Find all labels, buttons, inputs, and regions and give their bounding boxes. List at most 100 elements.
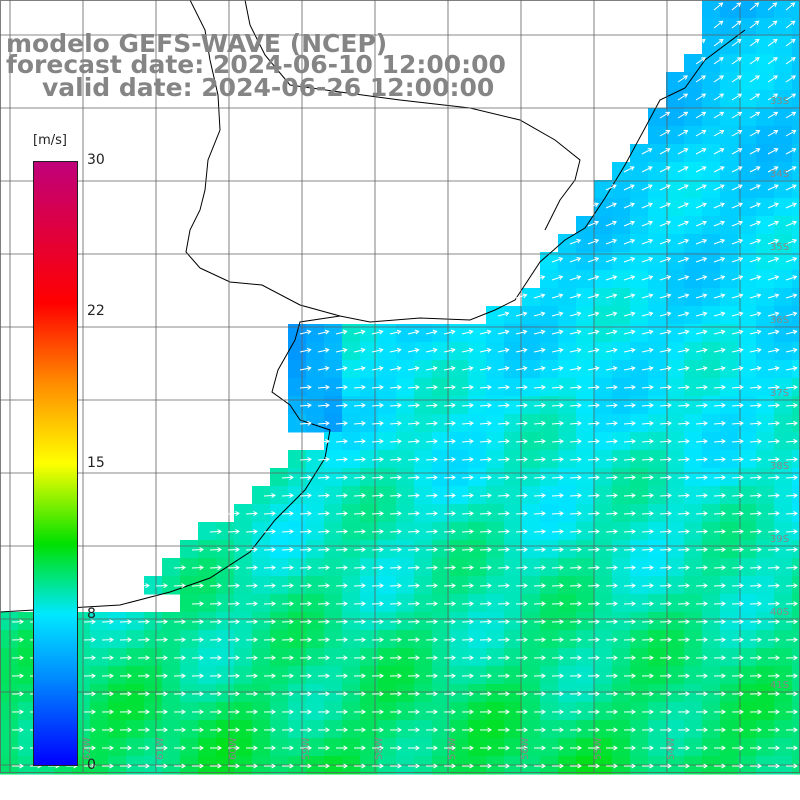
wind-arrow — [299, 511, 312, 517]
wind-arrow — [371, 529, 384, 535]
wind-arrow — [497, 402, 510, 408]
wind-arrow — [695, 438, 708, 444]
wind-cell — [180, 630, 199, 649]
wind-cell — [468, 702, 487, 721]
wind-cell — [576, 234, 595, 253]
wind-arrow — [407, 384, 420, 390]
wind-arrow — [245, 583, 258, 589]
wind-cell — [738, 360, 757, 379]
wind-cell — [270, 558, 289, 577]
wind-cell — [306, 684, 325, 703]
wind-arrow — [551, 384, 564, 390]
wind-arrow — [659, 311, 672, 317]
wind-cell — [666, 666, 685, 685]
wind-arrow — [623, 547, 636, 553]
wind-arrow — [767, 709, 780, 715]
wind-cell — [666, 216, 685, 235]
wind-cell — [648, 216, 667, 235]
model-title: modelo GEFS-WAVE (NCEP) — [6, 29, 388, 58]
wind-arrow — [425, 763, 438, 769]
wind-arrow — [479, 384, 492, 390]
wind-arrow — [659, 583, 672, 589]
wind-arrow — [443, 347, 456, 353]
wind-arrow — [317, 565, 330, 571]
wind-arrow — [155, 637, 168, 643]
wind-arrow — [731, 275, 744, 281]
wind-cell — [486, 594, 505, 613]
wind-arrow — [587, 438, 600, 444]
wind-cell — [540, 576, 559, 595]
wind-cell — [594, 414, 613, 433]
wind-arrow — [479, 637, 492, 643]
wind-cell — [792, 306, 800, 325]
wind-cell — [756, 252, 775, 271]
wind-arrow — [83, 727, 96, 733]
wind-cell — [108, 612, 127, 631]
wind-cell — [684, 342, 703, 361]
wind-arrow — [425, 709, 438, 715]
wind-cell — [360, 342, 379, 361]
wind-cell — [720, 360, 739, 379]
wind-arrow — [407, 474, 420, 480]
wind-arrow — [569, 420, 582, 426]
wind-cell — [774, 90, 793, 109]
wind-cell — [450, 558, 469, 577]
wind-cell — [468, 576, 487, 595]
wind-cell — [774, 414, 793, 433]
wind-arrow — [749, 238, 762, 245]
wind-arrow — [137, 763, 150, 769]
wind-cell — [702, 396, 721, 415]
wind-arrow — [425, 384, 438, 390]
wind-cell — [324, 630, 343, 649]
wind-cell — [432, 594, 451, 613]
wind-cell — [648, 594, 667, 613]
wind-arrow — [605, 311, 618, 317]
wind-cell — [360, 522, 379, 541]
wind-arrow — [713, 93, 725, 101]
wind-arrow — [227, 709, 240, 715]
wind-cell — [216, 630, 235, 649]
wind-cell — [306, 594, 325, 613]
wind-arrow — [317, 438, 330, 444]
wind-arrow — [353, 493, 366, 498]
wind-cell — [198, 684, 217, 703]
wind-arrow — [605, 655, 618, 661]
wind-arrow — [425, 601, 438, 607]
wind-arrow — [533, 311, 546, 317]
wind-arrow — [317, 347, 330, 353]
wind-cell — [522, 648, 541, 667]
wind-arrow — [677, 166, 689, 173]
wind-cell — [684, 270, 703, 289]
wind-arrow — [389, 329, 402, 335]
wind-arrow — [551, 311, 564, 317]
wind-arrow — [677, 655, 690, 661]
wind-arrow — [479, 347, 492, 353]
wind-arrow — [677, 763, 690, 769]
wind-arrow — [767, 129, 779, 137]
wind-cell — [522, 432, 541, 451]
wind-arrow — [785, 763, 798, 769]
wind-arrow — [515, 637, 528, 643]
wind-cell — [450, 450, 469, 469]
wind-arrow — [173, 709, 186, 715]
wind-arrow — [245, 745, 258, 751]
wind-cell — [702, 414, 721, 433]
wind-arrow — [245, 763, 258, 769]
wind-arrow — [497, 691, 510, 697]
wind-cell — [756, 18, 775, 37]
wind-cell — [648, 162, 667, 181]
wind-cell — [558, 738, 577, 757]
wind-arrow — [533, 329, 546, 335]
wind-arrow — [173, 583, 186, 589]
wind-cell — [360, 738, 379, 757]
wind-arrow — [389, 366, 402, 371]
wind-arrow — [659, 474, 672, 480]
wind-cell — [702, 576, 721, 595]
wind-arrow — [587, 493, 600, 498]
wind-cell — [504, 360, 523, 379]
wind-arrow — [623, 601, 636, 607]
wind-cell — [306, 378, 325, 397]
wind-arrow — [641, 691, 654, 697]
wind-arrow — [605, 456, 618, 462]
wind-arrow — [299, 493, 312, 498]
